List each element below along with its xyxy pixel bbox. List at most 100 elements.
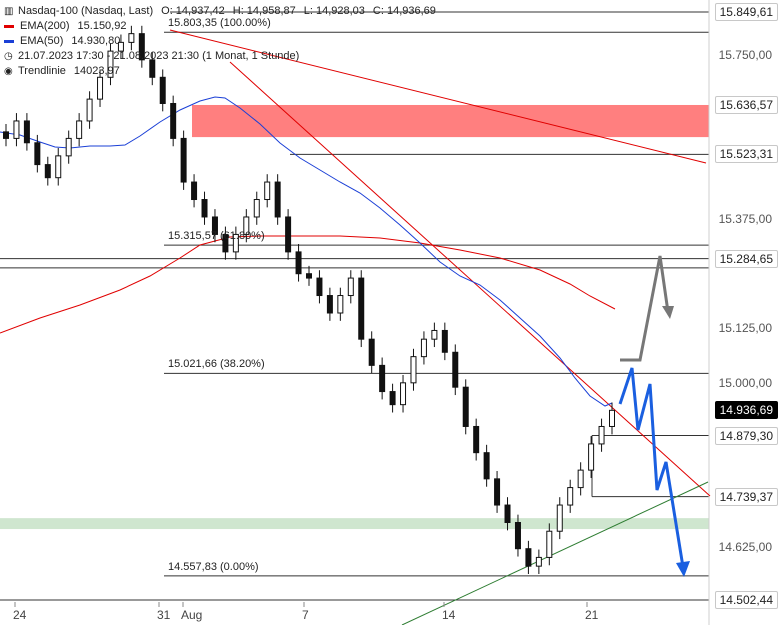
candle[interactable] <box>609 402 615 435</box>
price-level-label[interactable]: 15.284,65 <box>714 249 778 268</box>
downtrend-line-inner[interactable] <box>229 61 711 497</box>
candle[interactable] <box>117 34 124 59</box>
candle[interactable] <box>97 69 104 107</box>
candle[interactable] <box>347 270 354 304</box>
price-level-label[interactable]: 15.849,61 <box>714 3 778 21</box>
candle[interactable] <box>211 209 218 243</box>
fib-level-label: 15.315,57 (61.80%) <box>168 230 265 243</box>
candle[interactable] <box>86 91 93 129</box>
candle[interactable] <box>180 130 187 190</box>
candle[interactable] <box>337 287 344 321</box>
candle[interactable] <box>431 322 438 348</box>
date-range: 21.07.2023 17:30 - 21.08.2023 21:30 (1 M… <box>18 50 300 62</box>
candle[interactable] <box>473 418 480 461</box>
candle[interactable] <box>316 270 323 304</box>
fib-level-label: 15.803,35 (100.00%) <box>168 17 271 30</box>
candle[interactable] <box>577 462 584 496</box>
axis-tick-label: 15.125,00 <box>718 321 772 336</box>
scenario-down-path[interactable] <box>618 367 685 568</box>
candle[interactable] <box>535 549 542 575</box>
support-zone[interactable] <box>0 518 709 530</box>
candle[interactable] <box>13 113 20 147</box>
candle[interactable] <box>222 226 229 260</box>
scenario-up-arrowhead <box>662 306 674 319</box>
time-axis-label: 21 <box>585 608 599 622</box>
downtrend-line-outer[interactable] <box>169 29 707 164</box>
legend-instrument-row: ▥ Nasdaq-100 (Nasdaq, Last) O: 14,937,42… <box>4 4 436 19</box>
candle[interactable] <box>441 322 448 361</box>
fib-level-label: 14.557,83 (0.00%) <box>168 560 259 573</box>
candle[interactable] <box>55 148 62 186</box>
price-level-label[interactable]: 15.636,57 <box>714 95 778 114</box>
candle[interactable] <box>400 374 407 413</box>
candle[interactable] <box>128 25 135 51</box>
price-level-label[interactable]: 14.739,37 <box>714 487 778 506</box>
uptrend-line[interactable] <box>401 481 709 625</box>
price-level-label[interactable]: 14.502,44 <box>714 591 778 609</box>
candle[interactable] <box>452 344 459 396</box>
candle[interactable] <box>410 348 417 391</box>
candle[interactable] <box>253 191 260 225</box>
candle[interactable] <box>107 43 114 86</box>
candle[interactable] <box>588 436 595 478</box>
candle[interactable] <box>525 540 532 575</box>
candle[interactable] <box>494 470 501 513</box>
candle[interactable] <box>232 226 239 260</box>
candle[interactable] <box>23 113 30 151</box>
ema200-swatch <box>4 25 14 28</box>
candle[interactable] <box>149 51 156 86</box>
scenario-down-arrowhead <box>676 561 690 577</box>
open-value: O: 14,937,42 <box>161 5 225 17</box>
candle[interactable] <box>44 156 51 186</box>
resistance-zone[interactable] <box>192 104 709 138</box>
low-value: L: 14,928,03 <box>303 5 365 17</box>
candle[interactable] <box>306 265 312 286</box>
axis-tick-label: 15.000,00 <box>718 375 772 390</box>
candle[interactable] <box>191 174 198 208</box>
candle[interactable] <box>514 514 521 557</box>
candle[interactable] <box>159 69 166 112</box>
candle[interactable] <box>368 331 375 374</box>
candle[interactable] <box>462 379 469 435</box>
candle[interactable] <box>138 25 145 68</box>
candle[interactable] <box>379 357 386 400</box>
time-axis-label: 14 <box>442 608 456 622</box>
candle[interactable] <box>598 418 605 452</box>
candle[interactable] <box>556 497 563 540</box>
candle[interactable] <box>295 244 302 282</box>
last-price-label[interactable]: 14.936,69 <box>714 401 778 420</box>
high-value: H: 14,958,87 <box>232 5 296 17</box>
candle[interactable] <box>34 134 41 173</box>
time-axis-label: Aug <box>181 608 203 622</box>
candle[interactable] <box>483 444 490 487</box>
candle[interactable] <box>546 523 553 566</box>
candlestick-icon: ▥ <box>4 6 14 17</box>
scenario-up-path[interactable] <box>620 255 670 362</box>
candle[interactable] <box>170 95 177 147</box>
candle[interactable] <box>420 331 427 365</box>
candle[interactable] <box>504 497 511 531</box>
ema50-name: EMA(50) <box>20 35 64 47</box>
candle[interactable] <box>389 383 396 413</box>
candle[interactable] <box>3 124 9 147</box>
candle[interactable] <box>76 113 83 147</box>
close-value: C: 14,936,69 <box>372 5 436 17</box>
candle[interactable] <box>201 191 208 225</box>
price-level-label[interactable]: 14.879,30 <box>714 426 778 445</box>
candle[interactable] <box>358 270 365 348</box>
legend-trend-row: ◉ Trendlinie 14023,97 <box>4 64 436 79</box>
legend-ema50-row: EMA(50) 14.930,80 <box>4 34 436 49</box>
candle[interactable] <box>285 209 292 260</box>
price-level-label[interactable]: 15.523,31 <box>714 145 778 164</box>
candle[interactable] <box>65 130 72 164</box>
candle[interactable] <box>243 209 250 243</box>
candle[interactable] <box>274 174 281 225</box>
ema50-value: 14.930,80 <box>71 35 121 47</box>
instrument-name: Nasdaq-100 (Nasdaq, Last) <box>18 5 154 17</box>
candle[interactable] <box>264 174 271 208</box>
candle[interactable] <box>326 287 333 321</box>
ema200-name: EMA(200) <box>20 20 70 32</box>
chart-legend: ▥ Nasdaq-100 (Nasdaq, Last) O: 14,937,42… <box>4 4 436 79</box>
candle[interactable] <box>567 479 574 513</box>
